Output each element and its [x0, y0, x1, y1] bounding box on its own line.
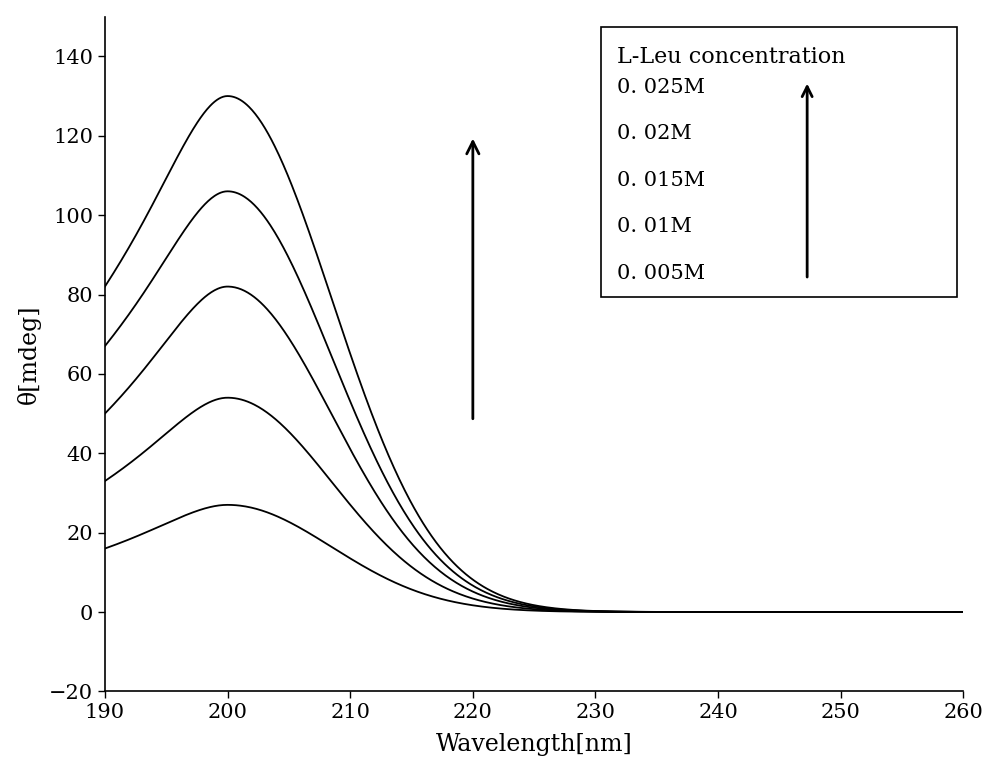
Text: 0. 02M: 0. 02M: [617, 124, 691, 144]
Text: L-Leu concentration: L-Leu concentration: [617, 46, 845, 68]
X-axis label: Wavelength[nm]: Wavelength[nm]: [436, 734, 633, 756]
Text: 0. 01M: 0. 01M: [617, 217, 691, 237]
Bar: [601, 27, 957, 297]
Text: 0. 015M: 0. 015M: [617, 171, 705, 190]
Text: 0. 005M: 0. 005M: [617, 264, 705, 283]
Y-axis label: θ[mdeg]: θ[mdeg]: [17, 305, 41, 404]
Text: 0. 025M: 0. 025M: [617, 78, 704, 97]
